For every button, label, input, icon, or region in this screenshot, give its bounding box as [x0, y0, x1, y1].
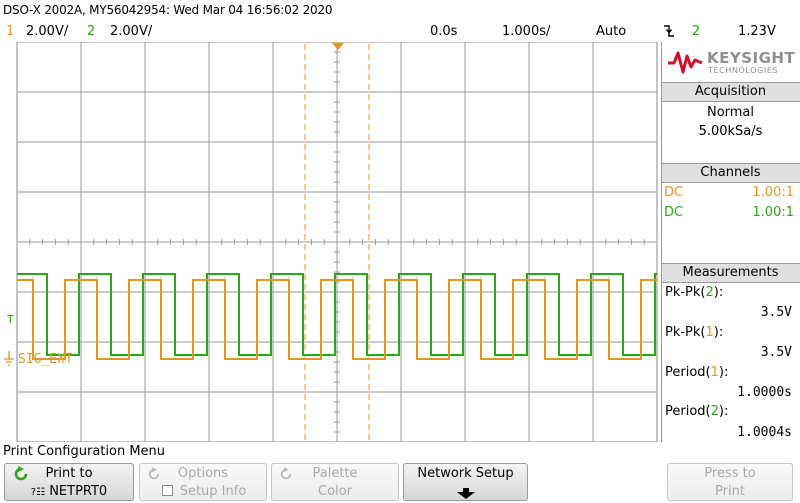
waveform-display[interactable]: T SIG_EXT — [0, 41, 660, 443]
press-to-print-softkey[interactable]: Press to Print — [667, 463, 793, 501]
waveform-graticule — [16, 41, 658, 443]
trigger-level-marker[interactable]: T — [7, 313, 14, 326]
network-setup-label: Network Setup — [417, 466, 514, 481]
palette-value: Color — [318, 484, 352, 499]
press-to-print-value: Print — [715, 484, 745, 499]
sample-rate: 5.00kSa/s — [698, 124, 763, 139]
measurement-value-3: 1.0000s — [737, 385, 792, 400]
ground-icon[interactable] — [3, 351, 15, 375]
measurement-channel-2: 1 — [705, 325, 714, 340]
measurement-label-4: Period(2): — [665, 404, 729, 419]
panel-divider — [661, 42, 662, 442]
falling-edge-icon — [663, 23, 675, 46]
measurement-channel-4: 2 — [710, 404, 719, 419]
status-bar: 1 2.00V/ 2 2.00V/ 0.0s 1.000s/ Auto 2 1.… — [0, 22, 800, 42]
channels-header[interactable]: Channels — [661, 163, 800, 183]
ch2-coupling: DC — [664, 205, 684, 220]
press-to-print-label: Press to — [704, 466, 756, 481]
measurements-header[interactable]: Measurements — [661, 263, 800, 283]
options-softkey[interactable]: Options Setup Info — [139, 463, 267, 501]
trigger-source[interactable]: 2 — [692, 24, 701, 39]
measurement-value-4: 1.0004s — [737, 425, 792, 440]
menu-title: Print Configuration Menu — [3, 444, 166, 459]
measurement-value-2: 3.5V — [760, 345, 792, 360]
print-to-label: Print to — [45, 466, 93, 481]
rotate-knob-icon-disabled — [147, 467, 161, 485]
window-title: DSO-X 2002A, MY56042954: Wed Mar 04 16:5… — [3, 3, 333, 17]
network-printer-icon: ?☷ — [30, 487, 46, 498]
ch2-waveform — [17, 273, 657, 356]
measurement-label-2: Pk-Pk(1): — [665, 325, 724, 340]
ch1-number[interactable]: 1 — [6, 24, 15, 39]
ch2-number[interactable]: 2 — [87, 24, 96, 39]
print-to-value: ?☷ NETPRT0 — [30, 484, 108, 499]
brand-subtitle: TECHNOLOGIES — [708, 66, 779, 75]
setup-info-option: Setup Info — [140, 483, 266, 500]
time-scale[interactable]: 1.000s/ — [502, 24, 551, 39]
palette-softkey[interactable]: Palette Color — [271, 463, 399, 501]
network-setup-softkey[interactable]: Network Setup — [403, 463, 528, 501]
measurement-label-1: Pk-Pk(2): — [665, 285, 724, 300]
measurement-channel-3: 1 — [710, 365, 719, 380]
print-to-softkey[interactable]: Print to ?☷ NETPRT0 — [4, 463, 134, 501]
brand-name: KEYSIGHT — [707, 49, 796, 67]
ch1-waveform — [17, 279, 657, 360]
channel-label: SIG_EXT — [18, 352, 73, 367]
measurement-value-1: 3.5V — [760, 305, 792, 320]
ch2-probe: 1.00:1 — [752, 205, 794, 220]
trigger-position-marker[interactable] — [332, 43, 344, 50]
measurement-channel-1: 2 — [705, 285, 714, 300]
rotate-knob-icon — [13, 466, 29, 486]
trigger-level[interactable]: 1.23V — [738, 24, 776, 39]
measurement-label-3: Period(1): — [665, 365, 729, 380]
trigger-mode[interactable]: Auto — [596, 24, 627, 39]
ch2-scale[interactable]: 2.00V/ — [110, 24, 153, 39]
rotate-knob-icon-disabled — [279, 467, 293, 485]
info-panel: KEYSIGHT TECHNOLOGIES Acquisition Normal… — [661, 42, 800, 442]
logo: KEYSIGHT TECHNOLOGIES — [661, 42, 800, 82]
keysight-wave-icon — [668, 51, 703, 74]
submenu-arrow-icon — [456, 488, 476, 503]
options-label: Options — [177, 466, 229, 481]
ch1-probe: 1.00:1 — [752, 185, 794, 200]
acquisition-header[interactable]: Acquisition — [661, 82, 800, 102]
ch1-coupling: DC — [664, 185, 684, 200]
palette-label: Palette — [312, 466, 358, 481]
acquisition-mode: Normal — [706, 105, 755, 120]
setup-info-checkbox[interactable] — [162, 485, 173, 496]
ch1-scale[interactable]: 2.00V/ — [26, 24, 69, 39]
time-position[interactable]: 0.0s — [430, 24, 458, 39]
